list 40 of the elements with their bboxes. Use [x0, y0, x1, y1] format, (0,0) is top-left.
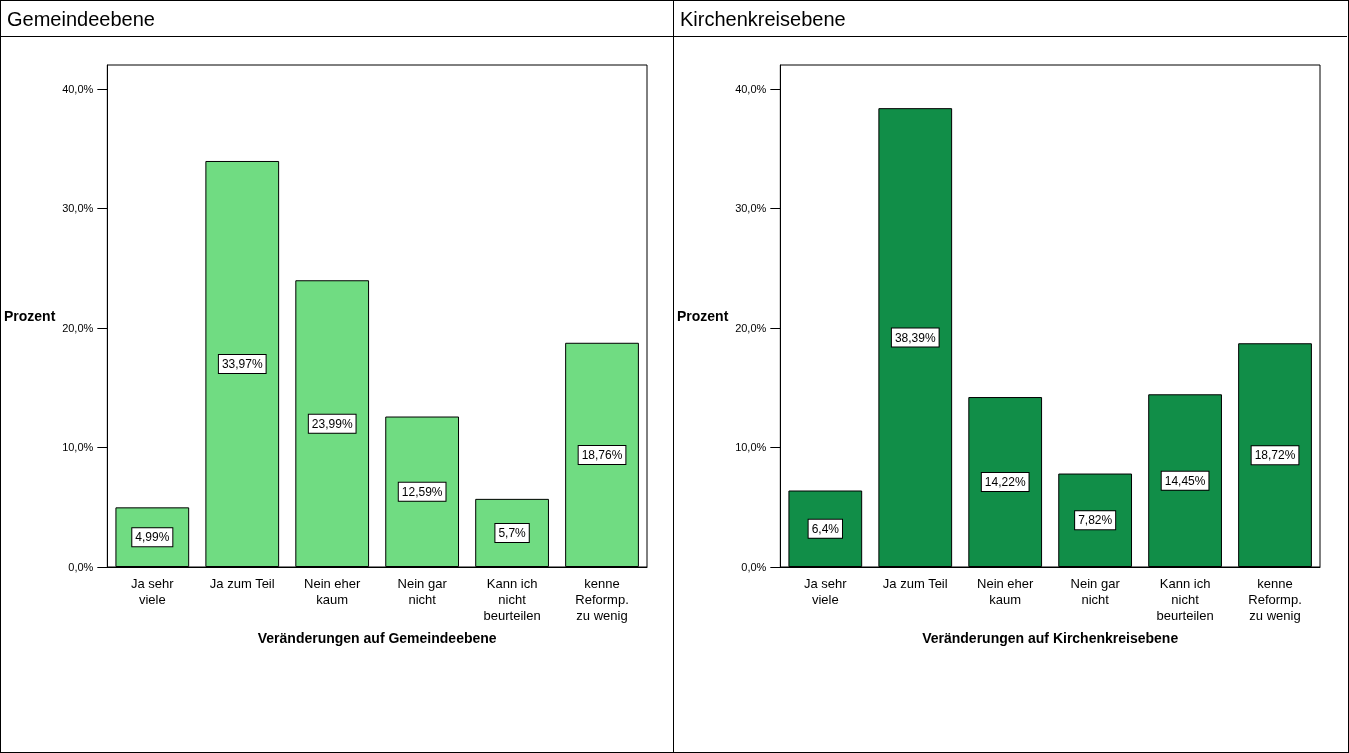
x-tick-label: Ja sehr viele [803, 575, 848, 607]
data-label: 14,22% [984, 475, 1026, 490]
data-label: 12,59% [401, 484, 443, 499]
data-label: 7,82% [1078, 513, 1113, 528]
x-axis-title: Veränderungen auf Gemeindeebene [257, 630, 497, 646]
y-tick-label: 30,0% [62, 202, 94, 215]
y-tick-label: 40,0% [735, 82, 767, 95]
x-tick-label: kenne Reformp. zu wenig [1248, 575, 1302, 623]
y-axis-title: Prozent [676, 308, 729, 324]
x-tick-label: Ja sehr viele [130, 575, 175, 607]
x-tick-label: Nein eher kaum [977, 575, 1035, 607]
x-tick-label: Nein gar nicht [397, 575, 448, 607]
x-tick-label: Nein eher kaum [304, 575, 362, 607]
y-axis-title: Prozent [3, 308, 56, 324]
data-label: 5,7% [498, 525, 527, 540]
y-tick-label: 0,0% [68, 561, 94, 573]
data-label: 38,39% [894, 330, 936, 345]
chart-title: Gemeindeebene [1, 1, 673, 37]
data-label: 14,45% [1164, 473, 1206, 488]
x-axis-title: Veränderungen auf Kirchenkreisebene [922, 630, 1179, 646]
y-tick-label: 40,0% [62, 82, 94, 95]
x-tick-label: Kann ich nicht beurteilen [483, 575, 541, 623]
data-label: 33,97% [221, 356, 263, 371]
data-label: 23,99% [311, 416, 353, 431]
y-tick-label: 10,0% [62, 441, 94, 454]
x-tick-label: Kann ich nicht beurteilen [1156, 575, 1214, 623]
data-label: 18,72% [1254, 448, 1296, 463]
y-tick-label: 0,0% [741, 561, 767, 573]
data-label: 4,99% [135, 530, 170, 545]
y-tick-label: 20,0% [62, 321, 94, 334]
data-label: 18,76% [581, 447, 623, 462]
y-tick-label: 20,0% [735, 321, 767, 334]
y-tick-label: 10,0% [735, 441, 767, 454]
x-tick-label: Ja zum Teil [209, 575, 275, 591]
chart-title: Kirchenkreisebene [674, 1, 1347, 37]
x-tick-label: Nein gar nicht [1070, 575, 1121, 607]
data-label: 6,4% [811, 521, 840, 536]
x-tick-label: Ja zum Teil [882, 575, 948, 591]
y-tick-label: 30,0% [735, 202, 767, 215]
x-tick-label: kenne Reformp. zu wenig [575, 575, 629, 623]
